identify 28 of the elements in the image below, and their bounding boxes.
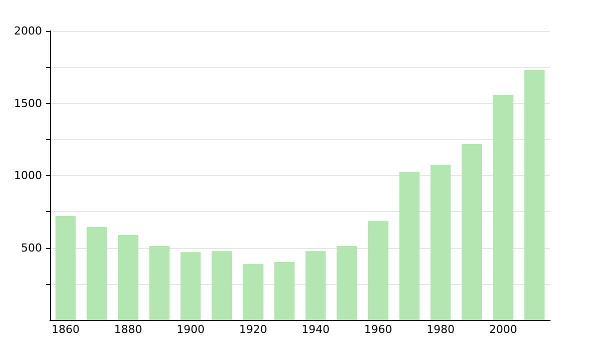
bar: [462, 144, 482, 320]
bar: [336, 246, 358, 320]
x-tick-label: 2000: [489, 323, 518, 336]
bar: [430, 164, 451, 320]
bar: [212, 251, 232, 320]
y-tick-label: 500: [21, 241, 42, 254]
bar: [242, 264, 264, 320]
bar: [305, 251, 326, 320]
bar: [149, 246, 170, 320]
x-tick-label: 1880: [114, 323, 142, 336]
bar: [86, 226, 108, 320]
bar: [492, 95, 514, 320]
bar: [274, 262, 295, 320]
y-tick-label: 1000: [14, 169, 42, 182]
x-tick-label: 1920: [239, 323, 268, 336]
bar: [368, 221, 388, 320]
bar: [399, 172, 420, 320]
bar: [180, 252, 201, 320]
x-tick-label: 1900: [176, 323, 205, 336]
y-tick-label: 2000: [14, 24, 42, 38]
bar: [524, 70, 545, 320]
x-tick-label: 1940: [302, 323, 330, 336]
bar: [55, 216, 76, 320]
bar: [118, 235, 138, 320]
y-tick-label: 1500: [14, 96, 42, 110]
x-tick-label: 1980: [426, 323, 455, 336]
x-tick-label: 1860: [52, 323, 80, 336]
x-tick-label: 1960: [364, 323, 392, 336]
